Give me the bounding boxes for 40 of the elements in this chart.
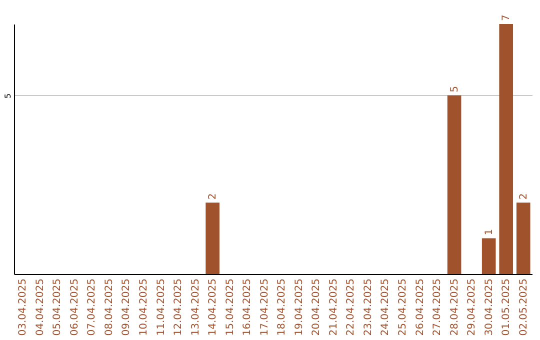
x-tick-label: 21.04.2025 bbox=[328, 278, 340, 336]
x-tick-label: 11.04.2025 bbox=[156, 278, 167, 336]
x-tick-label: 22.04.2025 bbox=[346, 278, 357, 336]
x-tick-label: 29.04.2025 bbox=[466, 278, 478, 336]
x-tick-label: 12.04.2025 bbox=[173, 278, 184, 336]
x-tick-label: 15.04.2025 bbox=[224, 278, 236, 336]
data-label: 7 bbox=[501, 14, 512, 21]
data-label: 2 bbox=[518, 193, 530, 200]
x-tick-label: 06.04.2025 bbox=[69, 278, 80, 336]
x-tick-label: 28.04.2025 bbox=[449, 278, 460, 336]
x-tick-label: 09.04.2025 bbox=[121, 278, 132, 336]
data-label: 1 bbox=[484, 228, 495, 236]
x-tick-label: 02.05.2025 bbox=[518, 278, 530, 336]
x-tick-label: 25.04.2025 bbox=[398, 278, 408, 336]
x-tick-label: 03.04.2025 bbox=[18, 278, 29, 336]
x-tick-label: 30.04.2025 bbox=[484, 278, 495, 336]
data-label: 2 bbox=[208, 193, 219, 200]
x-tick-label: 16.04.2025 bbox=[242, 278, 254, 336]
x-tick-label: 07.04.2025 bbox=[86, 278, 98, 336]
x-tick-label: 05.04.2025 bbox=[52, 278, 64, 336]
x-tick-label: 19.04.2025 bbox=[294, 278, 305, 336]
x-tick-label: 14.04.2025 bbox=[208, 278, 219, 336]
bar bbox=[447, 95, 462, 274]
data-label: 5 bbox=[449, 86, 460, 92]
x-tick-label: 26.04.2025 bbox=[414, 278, 426, 336]
x-tick-label: 23.04.2025 bbox=[362, 278, 374, 336]
x-tick-label: 24.04.2025 bbox=[380, 278, 392, 336]
x-tick-label: 10.04.2025 bbox=[138, 278, 150, 336]
x-tick-label: 27.04.2025 bbox=[432, 278, 444, 336]
bar bbox=[499, 24, 514, 274]
bar bbox=[206, 202, 220, 274]
x-tick-label: 17.04.2025 bbox=[259, 278, 270, 336]
x-tick-label: 18.04.2025 bbox=[276, 278, 288, 336]
bar bbox=[516, 202, 530, 274]
x-tick-label: 08.04.2025 bbox=[104, 278, 115, 336]
x-tick-label: 13.04.2025 bbox=[190, 278, 202, 336]
x-tick-label: 20.04.2025 bbox=[311, 278, 322, 336]
bar bbox=[482, 238, 496, 274]
x-tick-label: 01.05.2025 bbox=[501, 278, 512, 336]
x-tick-label: 04.04.2025 bbox=[34, 278, 46, 336]
